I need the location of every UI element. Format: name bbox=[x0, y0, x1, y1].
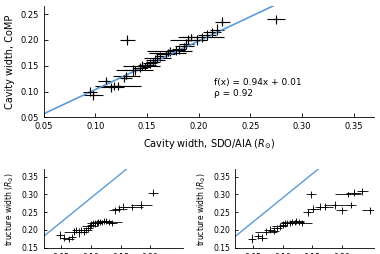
Y-axis label: tructure width ($R_{\odot}$): tructure width ($R_{\odot}$) bbox=[195, 171, 208, 246]
Text: f(x) = 0.94x + 0.01
ρ = 0.92: f(x) = 0.94x + 0.01 ρ = 0.92 bbox=[214, 78, 302, 98]
X-axis label: Cavity width, SDO/AIA ($R_{\odot}$): Cavity width, SDO/AIA ($R_{\odot}$) bbox=[143, 137, 275, 151]
Y-axis label: tructure width ($R_{\odot}$): tructure width ($R_{\odot}$) bbox=[4, 171, 16, 246]
Y-axis label: Cavity width, CoMP: Cavity width, CoMP bbox=[5, 15, 15, 109]
